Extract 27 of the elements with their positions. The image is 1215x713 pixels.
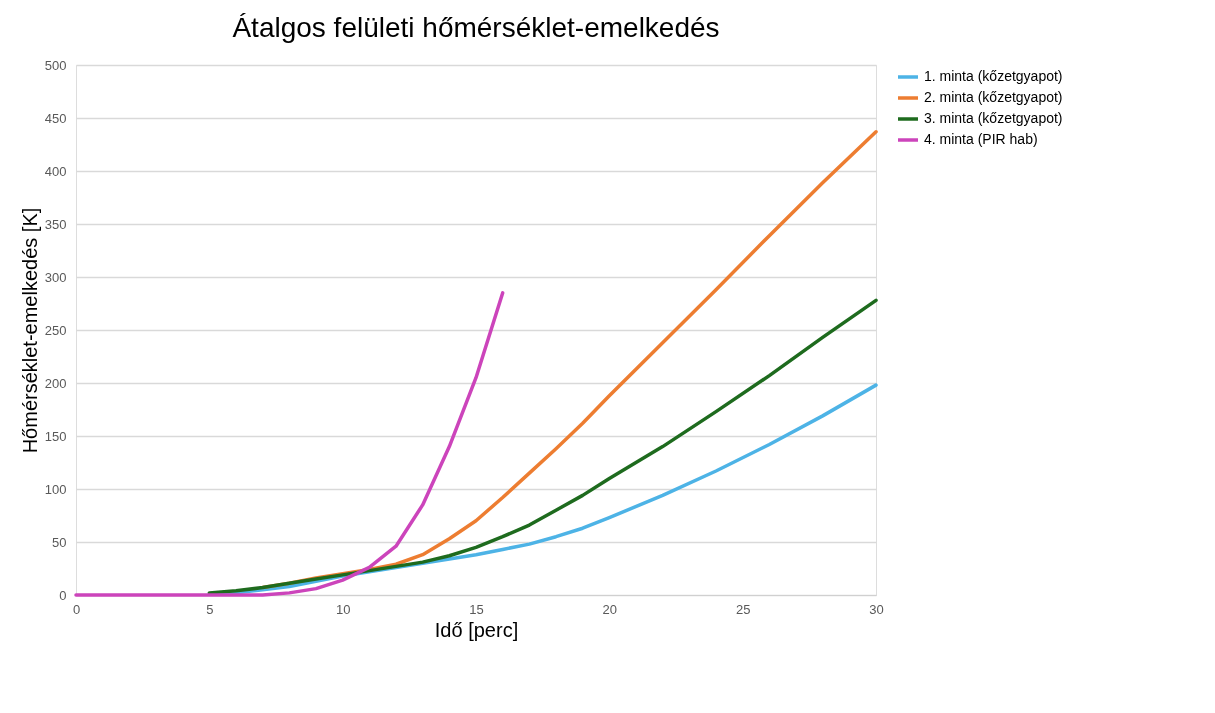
y-tick-label: 250: [44, 322, 67, 338]
line-series: [207, 298, 878, 595]
y-tick-label: 500: [44, 57, 67, 73]
legend-label: 4. minta (PIR hab): [924, 131, 1038, 147]
x-axis-title: Idő [perc]: [434, 618, 519, 641]
x-tick-label: 25: [735, 601, 751, 617]
y-axis-title: Hőmérséklet-emelkedés [K]: [18, 207, 41, 454]
y-tick-label: 50: [52, 534, 67, 550]
y-tick-label: 200: [44, 375, 67, 391]
y-tick-label: 300: [44, 269, 67, 285]
x-tick-label: 20: [602, 601, 618, 617]
y-tick-label: 350: [44, 216, 67, 232]
x-tick-label: 5: [206, 601, 214, 617]
line-series: [74, 291, 505, 597]
legend-label: 3. minta (kőzetgyapot): [924, 110, 1063, 126]
x-tick-label: 10: [335, 601, 351, 617]
legend-label: 2. minta (kőzetgyapot): [924, 89, 1063, 105]
y-tick-label: 450: [44, 110, 67, 126]
x-tick-label: 15: [469, 601, 484, 617]
y-tick-label: 100: [44, 481, 67, 497]
chart-title: Átalgos felületi hőmérséklet-emelkedés: [232, 12, 720, 43]
y-tick-label: 400: [44, 163, 67, 179]
y-tick-label: 0: [59, 587, 67, 603]
x-tick-label: 0: [72, 601, 81, 617]
y-tick-label: 150: [44, 428, 67, 444]
legend-label: 1. minta (kőzetgyapot): [924, 68, 1063, 84]
x-tick-label: 30: [869, 601, 884, 617]
